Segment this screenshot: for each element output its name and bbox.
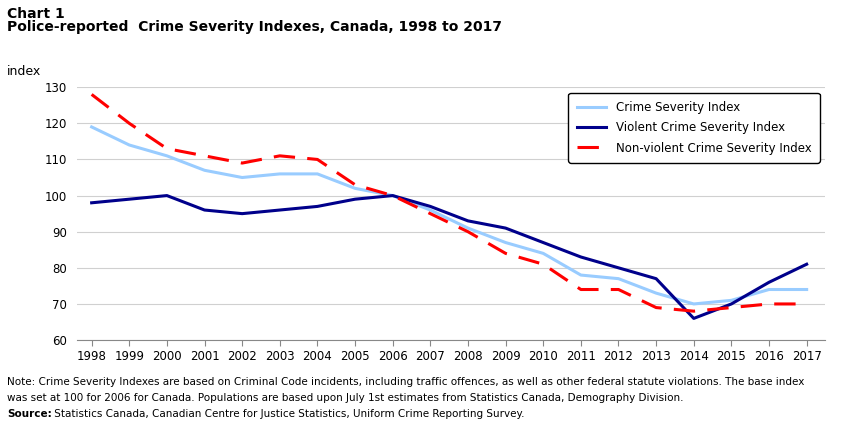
Text: was set at 100 for 2006 for Canada. Populations are based upon July 1st estimate: was set at 100 for 2006 for Canada. Popu… (7, 393, 683, 403)
Text: Note: Crime Severity Indexes are based on Criminal Code incidents, including tra: Note: Crime Severity Indexes are based o… (7, 377, 804, 387)
Text: index: index (7, 65, 41, 78)
Text: Chart 1: Chart 1 (7, 7, 65, 20)
Text: Police-reported  Crime Severity Indexes, Canada, 1998 to 2017: Police-reported Crime Severity Indexes, … (7, 20, 502, 34)
Legend: Crime Severity Index, Violent Crime Severity Index, Non-violent Crime Severity I: Crime Severity Index, Violent Crime Seve… (568, 93, 820, 163)
Text: Source:: Source: (7, 409, 52, 419)
Text: Statistics Canada, Canadian Centre for Justice Statistics, Uniform Crime Reporti: Statistics Canada, Canadian Centre for J… (51, 409, 524, 419)
